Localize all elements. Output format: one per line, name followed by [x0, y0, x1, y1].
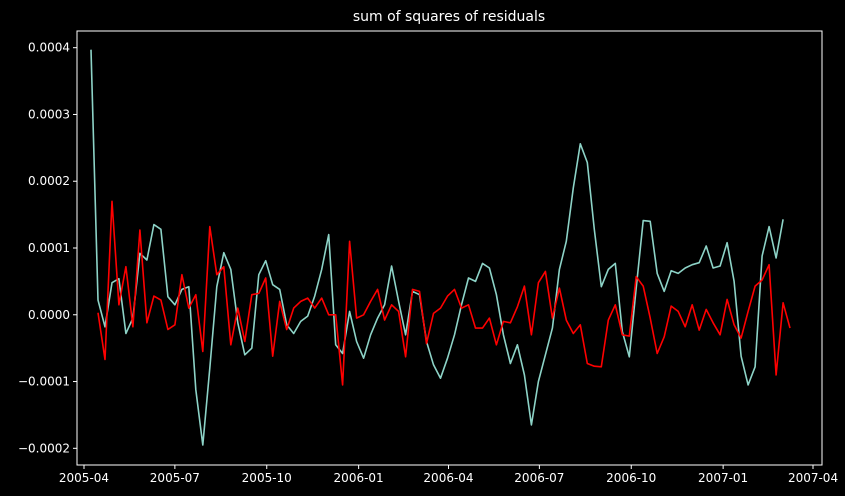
x-tick-label: 2005-07: [150, 471, 200, 485]
chart-title: sum of squares of residuals: [353, 9, 545, 25]
x-tick-label: 2006-10: [606, 471, 656, 485]
series-layer: [90, 49, 791, 446]
x-axis: 2005-04 2005-07 2005-10 2006-01 2006-04 2006-…: [59, 465, 838, 485]
x-tick-label: 2006-01: [334, 471, 384, 485]
x-tick-label: 2006-04: [423, 471, 473, 485]
y-axis: −0.0002 −0.0001 0.0000 0.0001 0.0002 0.0003 0.…: [18, 41, 77, 455]
y-tick-label: −0.0002: [18, 441, 70, 455]
y-tick-label: 0.0000: [28, 308, 70, 322]
y-tick-label: 0.0002: [28, 174, 70, 188]
series-line-2: [97, 200, 791, 386]
x-tick-label: 2005-04: [59, 471, 109, 485]
y-tick-label: 0.0004: [28, 41, 70, 55]
y-tick-label: 0.0003: [28, 107, 70, 121]
series-line-1: [90, 49, 784, 446]
x-tick-label: 2007-01: [698, 471, 748, 485]
x-tick-label: 2007-04: [788, 471, 838, 485]
x-tick-label: 2005-10: [242, 471, 292, 485]
x-tick-label: 2006-07: [514, 471, 564, 485]
y-tick-label: 0.0001: [28, 241, 70, 255]
y-tick-label: −0.0001: [18, 375, 70, 389]
